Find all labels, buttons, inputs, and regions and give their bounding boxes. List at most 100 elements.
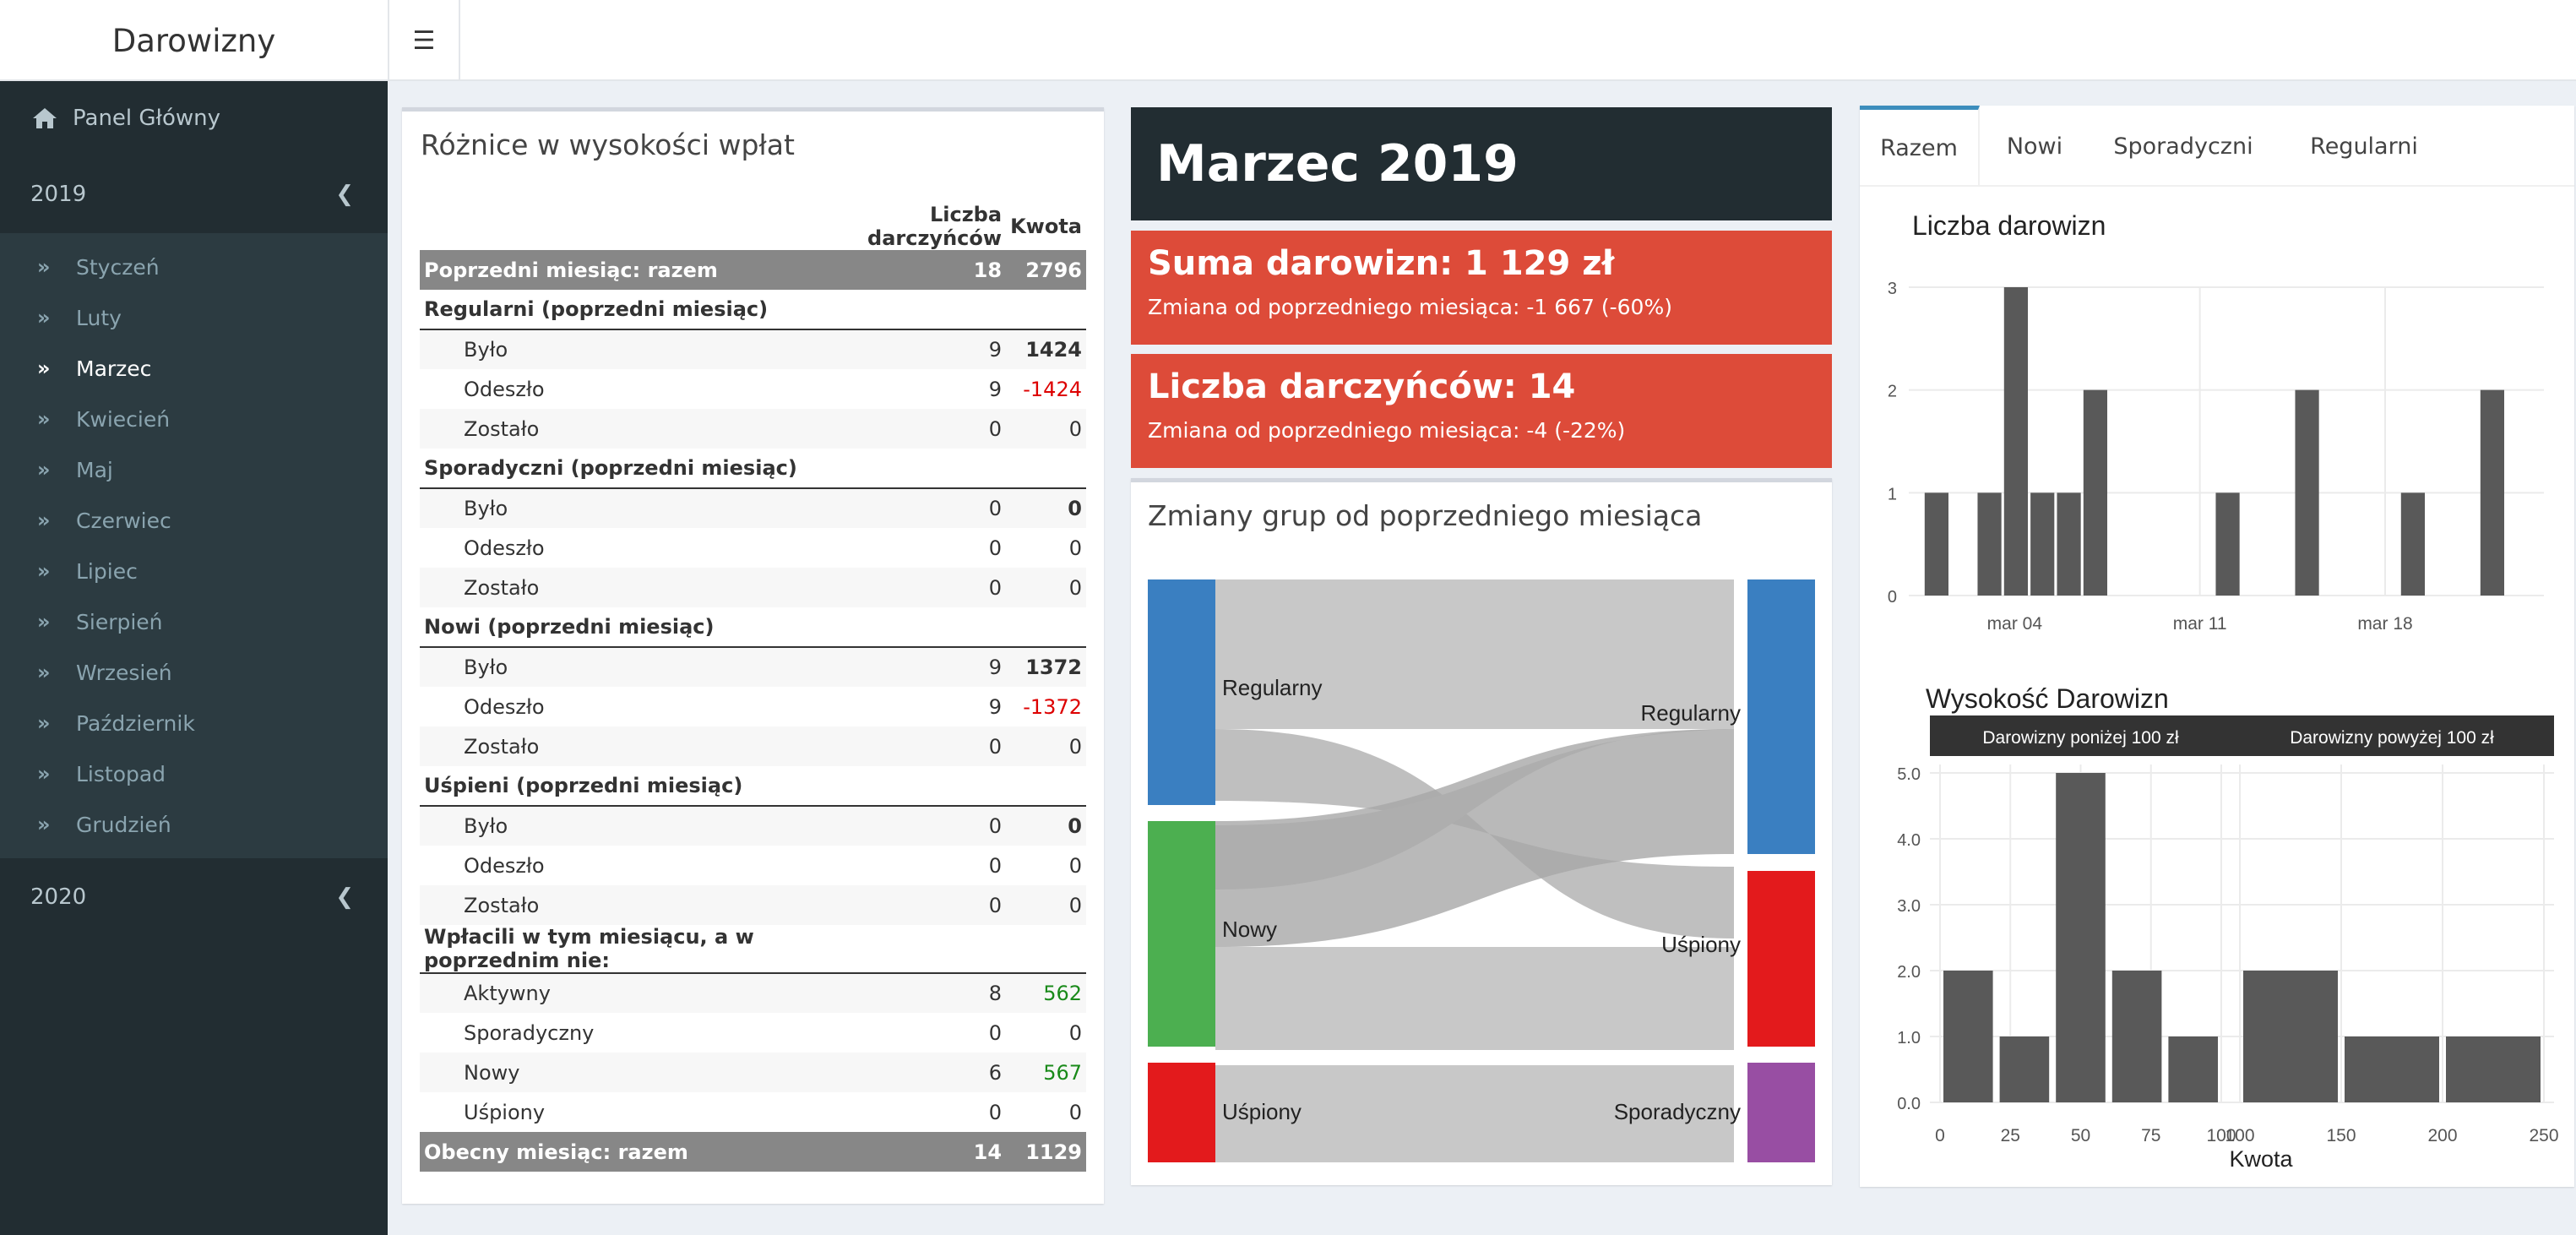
- table-row: Odeszło 0 0: [420, 846, 1086, 885]
- sidebar-item-dashboard[interactable]: Panel Główny: [0, 81, 388, 155]
- table-cell-label: Zostało: [420, 885, 815, 925]
- node-left-nowy[interactable]: [1148, 821, 1215, 1047]
- tab-razem[interactable]: Razem: [1860, 106, 1980, 187]
- table-cell-label: Odeszło: [464, 853, 545, 878]
- app-logo[interactable]: Darowizny: [111, 22, 276, 59]
- bar: [2243, 971, 2338, 1102]
- home-icon: [33, 108, 57, 128]
- x-axis-label: Kwota: [2229, 1146, 2293, 1172]
- table-cell-label: Sporadyczny: [464, 1020, 595, 1045]
- table-cell-amount: 1424: [1006, 329, 1086, 369]
- table-cell-count: [814, 290, 1007, 330]
- node-right-uspiony[interactable]: [1747, 871, 1815, 1047]
- sidebar-item-label: Marzec: [76, 356, 152, 381]
- sidebar-item-month[interactable]: » Wrzesień: [0, 647, 388, 698]
- bar: [1943, 971, 1993, 1102]
- table-cell-count: 9: [988, 377, 1003, 401]
- double-chevron-right-icon: »: [37, 509, 51, 532]
- sidebar-year-2020[interactable]: 2020 ❮: [0, 858, 388, 936]
- table-cell-label: Zostało: [420, 568, 815, 607]
- sidebar-item-label: Wrzesień: [76, 660, 172, 685]
- table-cell-count: [814, 766, 1007, 807]
- node-left-regularny[interactable]: [1148, 579, 1215, 805]
- sidebar-item-month[interactable]: » Lipiec: [0, 546, 388, 596]
- bar: [2345, 1036, 2439, 1102]
- sidebar-item-label: Styczeń: [76, 254, 160, 280]
- table-cell-label: Regularni (poprzedni miesiąc): [420, 290, 815, 330]
- table-row: Uśpiony 0 0: [420, 1092, 1086, 1132]
- node-right-sporadyczny[interactable]: [1747, 1063, 1815, 1162]
- bar: [2480, 389, 2504, 596]
- bar: [2003, 287, 2028, 596]
- table-cell-label: Aktywny: [420, 973, 815, 1013]
- link-uspiony-sporadyczny: [1215, 1065, 1734, 1162]
- sidebar-item-month[interactable]: » Kwiecień: [0, 394, 388, 444]
- sum-change: Zmiana od poprzedniego miesiąca: -1 667 …: [1148, 295, 1672, 319]
- x-tick-label: mar 18: [2357, 614, 2412, 634]
- bar: [2056, 773, 2106, 1102]
- double-chevron-right-icon: »: [37, 711, 51, 735]
- table-cell-count: [814, 449, 1007, 489]
- table-cell-count: 0: [988, 853, 1003, 878]
- table-row: Zostało 0 0: [420, 409, 1086, 449]
- table-cell-count: 0: [814, 409, 1007, 449]
- table-cell-amount: 0: [1068, 536, 1082, 560]
- count-title: Liczba darczyńców: 14: [1148, 367, 1576, 406]
- sidebar-item-month[interactable]: » Luty: [0, 292, 388, 343]
- sidebar-item-month[interactable]: » Sierpień: [0, 596, 388, 647]
- sidebar-item-month[interactable]: » Grudzień: [0, 799, 388, 850]
- node-left-uspiony[interactable]: [1148, 1063, 1215, 1162]
- sum-box: Suma darowizn: 1 129 zł Zmiana od poprze…: [1131, 231, 1832, 345]
- sidebar-item-month[interactable]: » Maj: [0, 444, 388, 495]
- sidebar-item-month[interactable]: » Październik: [0, 698, 388, 748]
- table-cell-amount: [1006, 766, 1086, 807]
- table-cell-label: Nowy: [420, 1053, 815, 1092]
- table-cell-count: 14: [814, 1132, 1007, 1172]
- x-tick-label: 200: [2427, 1126, 2457, 1145]
- bar: [2168, 1036, 2218, 1102]
- sidebar-item-month[interactable]: » Styczeń: [0, 242, 388, 292]
- sidebar-item-month[interactable]: » Czerwiec: [0, 495, 388, 546]
- node-right-regularny[interactable]: [1747, 579, 1815, 854]
- tab-sporadyczni[interactable]: Sporadyczni: [2113, 133, 2253, 160]
- x-tick-label: 250: [2529, 1126, 2558, 1145]
- bar: [1999, 1036, 2050, 1102]
- table-cell-label: Zostało: [420, 409, 815, 449]
- bar: [1924, 492, 1948, 596]
- tab-regularni[interactable]: Regularni: [2310, 133, 2418, 160]
- double-chevron-right-icon: »: [37, 306, 51, 329]
- table-cell-amount: 0: [1006, 806, 1086, 846]
- table-row: Aktywny 8 562: [420, 973, 1086, 1013]
- sankey-label-right-sporadyczny: Sporadyczny: [1614, 1099, 1741, 1124]
- x-tick-label: 75: [2141, 1126, 2160, 1145]
- table-cell-amount: 1372: [1006, 647, 1086, 687]
- facet-strip: [2230, 715, 2554, 756]
- table-cell-count: 9: [814, 329, 1007, 369]
- table-cell-amount: -1424: [1023, 377, 1082, 401]
- table-cell-label: Obecny miesiąc: razem: [420, 1132, 815, 1172]
- y-tick-label: 4.0: [1897, 831, 1921, 850]
- table-cell-label: Wpłacili w tym miesiącu, a w poprzednim …: [420, 925, 815, 974]
- bar: [2295, 389, 2319, 596]
- table-cell-count: 0: [814, 726, 1007, 766]
- bar: [2111, 971, 2162, 1102]
- y-tick-label: 2.0: [1897, 963, 1921, 982]
- sidebar-item-month[interactable]: » Marzec: [0, 343, 388, 394]
- sidebar-item-label: Kwiecień: [76, 406, 171, 432]
- hamburger-icon: ☰: [412, 25, 436, 56]
- table-cell-count: 0: [988, 1020, 1003, 1045]
- sidebar-item-month[interactable]: » Listopad: [0, 748, 388, 799]
- sidebar-year-2019[interactable]: 2019 ❮: [0, 155, 388, 233]
- table-row: Uśpieni (poprzedni miesiąc): [420, 766, 1086, 807]
- table-row: Odeszło 9 -1424: [420, 369, 1086, 409]
- tab-nowi[interactable]: Nowi: [2006, 133, 2063, 160]
- y-tick-label: 3.0: [1897, 897, 1921, 916]
- x-tick-label: 150: [2326, 1126, 2356, 1145]
- table-cell-label: Było: [420, 806, 815, 846]
- table-cell-amount: 0: [1006, 568, 1086, 607]
- table-row: Sporadyczny 0 0: [420, 1013, 1086, 1053]
- table-cell-count: 0: [814, 488, 1007, 528]
- table-cell-count: [814, 607, 1007, 648]
- table-cell-amount: 0: [1068, 1020, 1082, 1045]
- sidebar-toggle-button[interactable]: ☰: [388, 0, 460, 81]
